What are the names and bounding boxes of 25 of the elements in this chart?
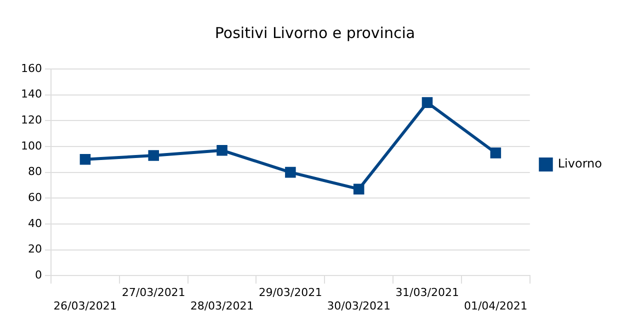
x-tick-label: 28/03/2021: [190, 299, 254, 312]
x-tick-label: 29/03/2021: [258, 286, 322, 300]
chart-title: Positivi Livorno e provincia: [214, 24, 416, 42]
point: [148, 150, 159, 161]
point: [216, 144, 228, 156]
x-tick-label: 27/03/2021: [122, 286, 186, 300]
point: [353, 184, 364, 194]
y-tick-label: 20: [28, 242, 42, 256]
y-tick-label: 100: [20, 139, 42, 152]
point: [422, 97, 433, 108]
point: [490, 148, 502, 158]
y-tick-label: 40: [28, 216, 42, 230]
legend-label: Livorno: [558, 156, 602, 171]
y-tick-label: 60: [28, 190, 42, 204]
x-tick-label: 30/03/2021: [327, 299, 391, 312]
y-tick-label: 80: [28, 165, 42, 178]
y-tick-label: 160: [20, 62, 42, 75]
y-tick-label: 120: [20, 114, 42, 127]
y-tick-label: 0: [34, 268, 42, 282]
point: [285, 166, 296, 178]
x-tick-label: 26/03/2021: [54, 299, 117, 312]
y-tick-label: 140: [20, 88, 42, 101]
x-tick-label: 31/03/2021: [396, 286, 459, 300]
point: [80, 154, 91, 165]
x-tick-label: 01/04/2021: [464, 299, 528, 312]
